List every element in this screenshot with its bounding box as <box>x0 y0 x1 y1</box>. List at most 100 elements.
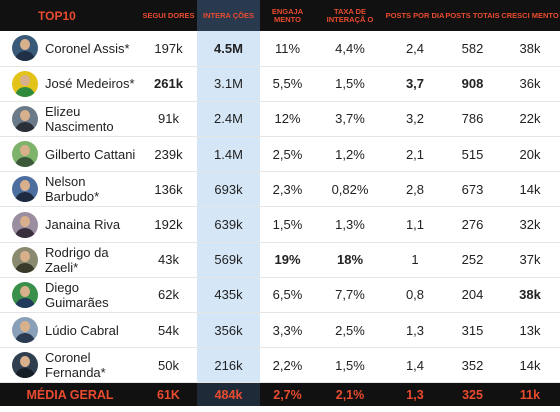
politician-name: Elizeu Nascimento <box>45 103 114 134</box>
cell-interacoes: 4.5M <box>197 31 260 67</box>
col-header-seguidores: SEGUI DORES <box>142 10 195 20</box>
table-body: Coronel Assis* 197k 4.5M 11% 4,4% 2,4 582 38k Jo… <box>0 31 560 384</box>
col-header-interacoes: INTERA ÇÕES <box>197 0 260 31</box>
cell-posts-dia: 1,4 <box>385 347 445 384</box>
politician-name: José Medeiros* <box>45 76 135 92</box>
cell-posts-totais: 204 <box>445 277 500 314</box>
table-row: Gilberto Cattani 239k 1.4M 2,5% 1,2% 2,1 515 20… <box>0 136 560 173</box>
cell-posts-totais: 673 <box>445 171 500 208</box>
footer-posts-dia: 1,3 <box>406 387 424 402</box>
header-row: TOP10 SEGUI DORES INTERA ÇÕES ENGAJA MEN… <box>0 0 560 31</box>
avatar <box>12 281 38 308</box>
table-row: Diego Guimarães 62k 435k 6,5% 7,7% 0,8 204 38k <box>0 277 560 314</box>
footer-posts-totais: 325 <box>462 387 483 402</box>
cell-crescimento: 14k <box>500 171 560 208</box>
politician-name: Coronel Fernanda* <box>45 350 106 381</box>
col-header-crescimento: CRESCI MENTO <box>501 10 559 20</box>
avatar <box>12 35 38 62</box>
cell-posts-totais: 786 <box>445 101 500 138</box>
avatar <box>12 176 38 203</box>
cell-taxa: 4,4% <box>315 31 385 67</box>
cell-taxa: 1,3% <box>315 206 385 243</box>
politician-info: Coronel Fernanda* <box>0 350 140 380</box>
cell-crescimento: 36k <box>500 66 560 102</box>
politician-name: Gilberto Cattani <box>45 146 136 162</box>
cell-posts-totais: 908 <box>445 66 500 102</box>
cell-seguidores: 62k <box>140 277 197 314</box>
cell-seguidores: 54k <box>140 312 197 349</box>
cell-crescimento: 13k <box>500 312 560 349</box>
politician-name: Coronel Assis* <box>45 40 130 56</box>
cell-posts-totais: 252 <box>445 242 500 278</box>
cell-seguidores: 192k <box>140 206 197 243</box>
table-row: José Medeiros* 261k 3.1M 5,5% 1,5% 3,7 908 36k <box>0 66 560 102</box>
cell-taxa: 0,82% <box>315 171 385 208</box>
politician-cell: Coronel Fernanda* <box>0 347 140 384</box>
politician-cell: Diego Guimarães <box>0 277 140 314</box>
cell-posts-totais: 582 <box>445 31 500 67</box>
avatar <box>12 352 38 379</box>
cell-seguidores: 197k <box>140 31 197 67</box>
cell-posts-totais: 352 <box>445 347 500 384</box>
col-header-posts-totais: POSTS TOTAIS <box>445 10 500 20</box>
cell-crescimento: 14k <box>500 347 560 384</box>
cell-posts-dia: 1,3 <box>385 312 445 349</box>
politician-cell: Rodrigo da Zaeli* <box>0 242 140 278</box>
cell-interacoes: 1.4M <box>197 136 260 173</box>
cell-posts-dia: 2,4 <box>385 31 445 67</box>
cell-crescimento: 20k <box>500 136 560 173</box>
cell-engajamento: 5,5% <box>260 66 315 102</box>
col-header-taxa: TAXA DE INTERAÇÃ O <box>326 6 374 24</box>
politician-name: Janaina Riva <box>45 217 121 233</box>
cell-crescimento: 38k <box>500 277 560 314</box>
table-row: Rodrigo da Zaeli* 43k 569k 19% 18% 1 252 37k <box>0 242 560 278</box>
cell-posts-dia: 2,1 <box>385 136 445 173</box>
politician-name: Lúdio Cabral <box>45 322 119 338</box>
politician-cell: Coronel Assis* <box>0 31 140 67</box>
cell-taxa: 3,7% <box>315 101 385 138</box>
politician-cell: Janaina Riva <box>0 206 140 243</box>
cell-seguidores: 43k <box>140 242 197 278</box>
table-row: Coronel Assis* 197k 4.5M 11% 4,4% 2,4 582 38k <box>0 31 560 67</box>
cell-posts-totais: 515 <box>445 136 500 173</box>
politician-name: Nelson Barbudo* <box>45 174 100 205</box>
cell-interacoes: 435k <box>197 277 260 314</box>
cell-posts-dia: 3,7 <box>385 66 445 102</box>
politician-cell: Nelson Barbudo* <box>0 171 140 208</box>
table-row: Lúdio Cabral 54k 356k 3,3% 2,5% 1,3 315 13k <box>0 312 560 349</box>
table-row: Janaina Riva 192k 639k 1,5% 1,3% 1,1 276 32k <box>0 206 560 243</box>
cell-engajamento: 19% <box>260 242 315 278</box>
cell-interacoes: 356k <box>197 312 260 349</box>
politician-info: Coronel Assis* <box>0 35 140 62</box>
politician-info: Lúdio Cabral <box>0 317 140 344</box>
footer-taxa: 2,1% <box>335 387 365 402</box>
cell-taxa: 1,5% <box>315 347 385 384</box>
cell-taxa: 1,5% <box>315 66 385 102</box>
politician-cell: Lúdio Cabral <box>0 312 140 349</box>
avatar <box>12 70 38 97</box>
table-row: Coronel Fernanda* 50k 216k 2,2% 1,5% 1,4 352 14… <box>0 347 560 384</box>
cell-crescimento: 38k <box>500 31 560 67</box>
avatar <box>12 105 38 132</box>
cell-engajamento: 1,5% <box>260 206 315 243</box>
cell-crescimento: 32k <box>500 206 560 243</box>
cell-posts-dia: 2,8 <box>385 171 445 208</box>
cell-seguidores: 91k <box>140 101 197 138</box>
col-header-posts-dia: POSTS POR DIA <box>385 10 445 20</box>
avatar <box>12 141 38 168</box>
footer-seguidores: 61K <box>157 387 180 402</box>
cell-taxa: 7,7% <box>315 277 385 314</box>
politician-cell: Elizeu Nascimento <box>0 101 140 138</box>
cell-posts-totais: 315 <box>445 312 500 349</box>
politician-info: Janaina Riva <box>0 211 140 238</box>
avatar <box>12 211 38 238</box>
col-header-engajamento: ENGAJA MENTO <box>271 6 304 24</box>
cell-crescimento: 37k <box>500 242 560 278</box>
politician-cell: José Medeiros* <box>0 66 140 102</box>
footer-row: MÉDIA GERAL 61K 484k 2,7% 2,1% 1,3 325 1… <box>0 382 560 406</box>
avatar <box>12 246 38 273</box>
cell-posts-dia: 1 <box>385 242 445 278</box>
cell-interacoes: 216k <box>197 347 260 384</box>
